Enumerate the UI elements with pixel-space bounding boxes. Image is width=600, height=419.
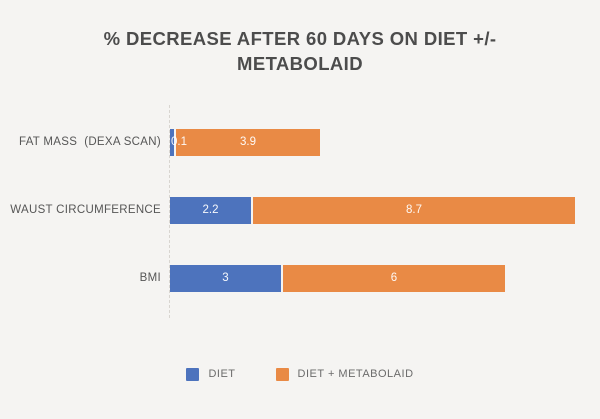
category-label: FAT MASS (DEXA SCAN) [19, 136, 161, 149]
legend-swatch-diet [186, 367, 200, 381]
legend-label-diet: DIET [208, 368, 236, 381]
bar-value-label: 3.9 [240, 136, 256, 149]
bar-segment-diet-metabolaid: 3.9 [176, 128, 320, 156]
legend-swatch-diet-metabolaid [275, 367, 289, 381]
bar-value-label: 2.2 [202, 204, 219, 217]
bar-segment-diet: 2.2 [170, 196, 251, 224]
legend-item-diet-metabolaid: DIET + METABOLAID [275, 367, 414, 381]
bar-segment-diet: 0.1 [170, 128, 187, 156]
category-label: WAUST CIRCUMFERENCE [10, 204, 161, 217]
chart-row-bmi: BMI 3 6 [0, 264, 600, 292]
chart-row-fat-mass: FAT MASS (DEXA SCAN) 0.1 3.9 [0, 128, 600, 156]
legend-label-diet-metabolaid: DIET + METABOLAID [297, 368, 414, 381]
chart-title: % DECREASE AFTER 60 DAYS ON DIET +/- MET… [103, 28, 497, 74]
category-label: BMI [139, 272, 161, 285]
bar-segment-diet: 3 [170, 264, 281, 292]
bar-value-label: 0.1 [171, 136, 187, 149]
bar-value-label: 6 [390, 272, 398, 285]
bar-stack: 0.1 3.9 [170, 128, 320, 156]
bar-segment-diet-metabolaid: 8.7 [253, 196, 575, 224]
plot-area: FAT MASS (DEXA SCAN) 0.1 3.9 WAUST CIRCU… [0, 104, 600, 318]
baseline-dashed-line [169, 104, 170, 318]
bar-segment-diet-metabolaid: 6 [283, 264, 505, 292]
bar-stack: 2.2 8.7 [170, 196, 575, 224]
legend-item-diet: DIET [186, 367, 236, 381]
bar-value-label: 8.7 [406, 204, 422, 217]
bar-value-label: 3 [222, 272, 229, 285]
legend: DIET DIET + METABOLAID [0, 367, 600, 381]
bar-stack: 3 6 [170, 264, 505, 292]
chart-row-waist-circumference: WAUST CIRCUMFERENCE 2.2 8.7 [0, 196, 600, 224]
